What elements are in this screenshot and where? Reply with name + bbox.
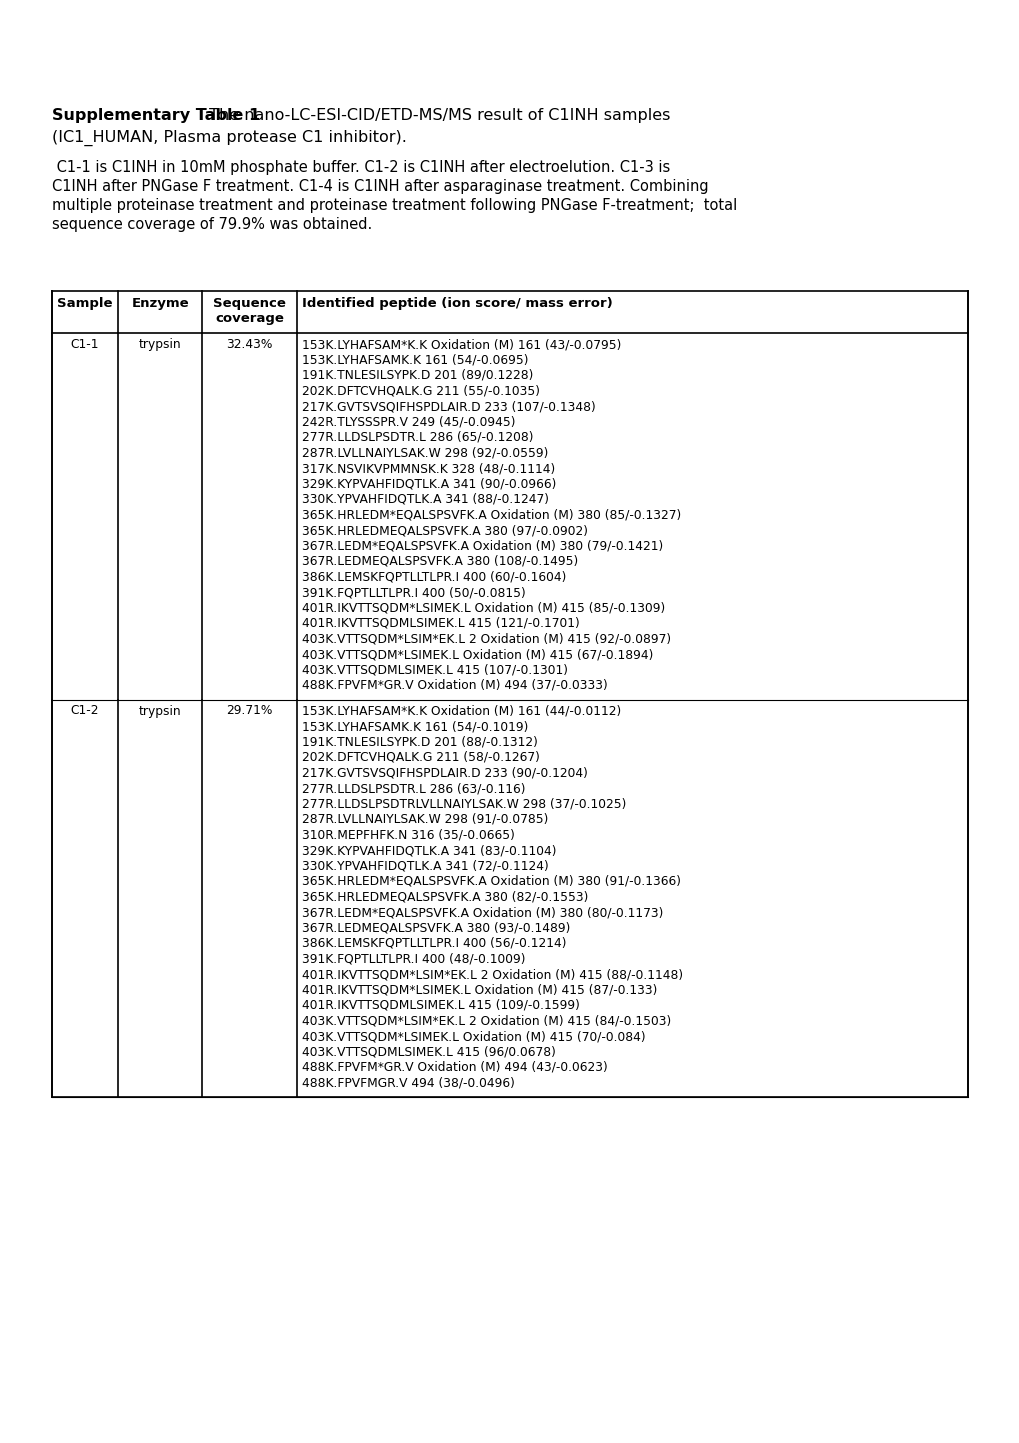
Text: 488K.FPVFM*GR.V Oxidation (M) 494 (43/-0.0623): 488K.FPVFM*GR.V Oxidation (M) 494 (43/-0… bbox=[302, 1061, 606, 1074]
Text: 386K.LEMSKFQPTLLTLPR.I 400 (56/-0.1214): 386K.LEMSKFQPTLLTLPR.I 400 (56/-0.1214) bbox=[302, 937, 566, 949]
Text: C1-1 is C1INH in 10mM phosphate buffer. C1-2 is C1INH after electroelution. C1-3: C1-1 is C1INH in 10mM phosphate buffer. … bbox=[52, 160, 669, 175]
Text: trypsin: trypsin bbox=[139, 338, 181, 351]
Text: 329K.KYPVAHFIDQTLK.A 341 (83/-0.1104): 329K.KYPVAHFIDQTLK.A 341 (83/-0.1104) bbox=[302, 844, 555, 857]
Text: 191K.TNLESILSYPK.D 201 (89/0.1228): 191K.TNLESILSYPK.D 201 (89/0.1228) bbox=[302, 369, 532, 382]
Text: 29.71%: 29.71% bbox=[226, 704, 272, 717]
Text: coverage: coverage bbox=[215, 312, 283, 325]
Text: 242R.TLYSSSPR.V 249 (45/-0.0945): 242R.TLYSSSPR.V 249 (45/-0.0945) bbox=[302, 416, 515, 429]
Text: 488K.FPVFMGR.V 494 (38/-0.0496): 488K.FPVFMGR.V 494 (38/-0.0496) bbox=[302, 1076, 514, 1089]
Text: 401R.IKVTTSQDM*LSIM*EK.L 2 Oxidation (M) 415 (88/-0.1148): 401R.IKVTTSQDM*LSIM*EK.L 2 Oxidation (M)… bbox=[302, 968, 682, 981]
Text: 32.43%: 32.43% bbox=[226, 338, 272, 351]
Text: 367R.LEDMEQALSPSVFK.A 380 (93/-0.1489): 367R.LEDMEQALSPSVFK.A 380 (93/-0.1489) bbox=[302, 922, 570, 935]
Text: C1-1: C1-1 bbox=[70, 338, 99, 351]
Text: 277R.LLDSLPSDTR.L 286 (63/-0.116): 277R.LLDSLPSDTR.L 286 (63/-0.116) bbox=[302, 782, 525, 795]
Text: 202K.DFTCVHQALK.G 211 (58/-0.1267): 202K.DFTCVHQALK.G 211 (58/-0.1267) bbox=[302, 750, 539, 763]
Text: 329K.KYPVAHFIDQTLK.A 341 (90/-0.0966): 329K.KYPVAHFIDQTLK.A 341 (90/-0.0966) bbox=[302, 478, 555, 491]
Text: 391K.FQPTLLTLPR.I 400 (48/-0.1009): 391K.FQPTLLTLPR.I 400 (48/-0.1009) bbox=[302, 952, 525, 965]
Text: 403K.VTTSQDMLSIMEK.L 415 (107/-0.1301): 403K.VTTSQDMLSIMEK.L 415 (107/-0.1301) bbox=[302, 664, 567, 677]
Text: 365K.HRLEDMEQALSPSVFK.A 380 (82/-0.1553): 365K.HRLEDMEQALSPSVFK.A 380 (82/-0.1553) bbox=[302, 890, 587, 903]
Text: Supplementary Table 1: Supplementary Table 1 bbox=[52, 108, 260, 123]
Text: 401R.IKVTTSQDM*LSIMEK.L Oxidation (M) 415 (87/-0.133): 401R.IKVTTSQDM*LSIMEK.L Oxidation (M) 41… bbox=[302, 984, 656, 997]
Text: 403K.VTTSQDM*LSIM*EK.L 2 Oxidation (M) 415 (84/-0.1503): 403K.VTTSQDM*LSIM*EK.L 2 Oxidation (M) 4… bbox=[302, 1014, 671, 1027]
Text: 217K.GVTSVSQIFHSPDLAIR.D 233 (107/-0.1348): 217K.GVTSVSQIFHSPDLAIR.D 233 (107/-0.134… bbox=[302, 400, 595, 413]
Text: 153K.LYHAFSAMK.K 161 (54/-0.0695): 153K.LYHAFSAMK.K 161 (54/-0.0695) bbox=[302, 354, 528, 367]
Text: 391K.FQPTLLTLPR.I 400 (50/-0.0815): 391K.FQPTLLTLPR.I 400 (50/-0.0815) bbox=[302, 586, 525, 599]
Text: 202K.DFTCVHQALK.G 211 (55/-0.1035): 202K.DFTCVHQALK.G 211 (55/-0.1035) bbox=[302, 384, 539, 397]
Text: 317K.NSVIKVPMMNSK.K 328 (48/-0.1114): 317K.NSVIKVPMMNSK.K 328 (48/-0.1114) bbox=[302, 462, 554, 475]
Text: 365K.HRLEDM*EQALSPSVFK.A Oxidation (M) 380 (85/-0.1327): 365K.HRLEDM*EQALSPSVFK.A Oxidation (M) 3… bbox=[302, 508, 680, 521]
Text: C1-2: C1-2 bbox=[70, 704, 99, 717]
Text: 367R.LEDMEQALSPSVFK.A 380 (108/-0.1495): 367R.LEDMEQALSPSVFK.A 380 (108/-0.1495) bbox=[302, 556, 577, 569]
Text: 365K.HRLEDM*EQALSPSVFK.A Oxidation (M) 380 (91/-0.1366): 365K.HRLEDM*EQALSPSVFK.A Oxidation (M) 3… bbox=[302, 874, 680, 887]
Text: 401R.IKVTTSQDMLSIMEK.L 415 (121/-0.1701): 401R.IKVTTSQDMLSIMEK.L 415 (121/-0.1701) bbox=[302, 618, 579, 631]
Text: 153K.LYHAFSAMK.K 161 (54/-0.1019): 153K.LYHAFSAMK.K 161 (54/-0.1019) bbox=[302, 720, 528, 733]
Text: sequence coverage of 79.9% was obtained.: sequence coverage of 79.9% was obtained. bbox=[52, 216, 372, 232]
Text: Sample: Sample bbox=[57, 297, 113, 310]
Text: 287R.LVLLNAIYLSAK.W 298 (92/-0.0559): 287R.LVLLNAIYLSAK.W 298 (92/-0.0559) bbox=[302, 446, 547, 459]
Text: 403K.VTTSQDM*LSIM*EK.L 2 Oxidation (M) 415 (92/-0.0897): 403K.VTTSQDM*LSIM*EK.L 2 Oxidation (M) 4… bbox=[302, 632, 671, 645]
Text: (IC1_HUMAN, Plasma protease C1 inhibitor).: (IC1_HUMAN, Plasma protease C1 inhibitor… bbox=[52, 130, 407, 146]
Text: 403K.VTTSQDM*LSIMEK.L Oxidation (M) 415 (70/-0.084): 403K.VTTSQDM*LSIMEK.L Oxidation (M) 415 … bbox=[302, 1030, 645, 1043]
Text: 153K.LYHAFSAM*K.K Oxidation (M) 161 (43/-0.0795): 153K.LYHAFSAM*K.K Oxidation (M) 161 (43/… bbox=[302, 338, 621, 351]
Text: 217K.GVTSVSQIFHSPDLAIR.D 233 (90/-0.1204): 217K.GVTSVSQIFHSPDLAIR.D 233 (90/-0.1204… bbox=[302, 766, 587, 779]
Text: 367R.LEDM*EQALSPSVFK.A Oxidation (M) 380 (79/-0.1421): 367R.LEDM*EQALSPSVFK.A Oxidation (M) 380… bbox=[302, 540, 662, 553]
Text: trypsin: trypsin bbox=[139, 704, 181, 717]
Text: 367R.LEDM*EQALSPSVFK.A Oxidation (M) 380 (80/-0.1173): 367R.LEDM*EQALSPSVFK.A Oxidation (M) 380… bbox=[302, 906, 662, 919]
Text: 403K.VTTSQDMLSIMEK.L 415 (96/0.0678): 403K.VTTSQDMLSIMEK.L 415 (96/0.0678) bbox=[302, 1046, 555, 1059]
Text: Enzyme: Enzyme bbox=[131, 297, 189, 310]
Text: 277R.LLDSLPSDTRLVLLNAIYLSAK.W 298 (37/-0.1025): 277R.LLDSLPSDTRLVLLNAIYLSAK.W 298 (37/-0… bbox=[302, 798, 626, 811]
Text: C1INH after PNGase F treatment. C1-4 is C1INH after asparaginase treatment. Comb: C1INH after PNGase F treatment. C1-4 is … bbox=[52, 179, 708, 193]
Text: 310R.MEPFHFK.N 316 (35/-0.0665): 310R.MEPFHFK.N 316 (35/-0.0665) bbox=[302, 828, 514, 841]
Text: 488K.FPVFM*GR.V Oxidation (M) 494 (37/-0.0333): 488K.FPVFM*GR.V Oxidation (M) 494 (37/-0… bbox=[302, 680, 606, 693]
Text: multiple proteinase treatment and proteinase treatment following PNGase F-treatm: multiple proteinase treatment and protei… bbox=[52, 198, 737, 214]
Text: 330K.YPVAHFIDQTLK.A 341 (72/-0.1124): 330K.YPVAHFIDQTLK.A 341 (72/-0.1124) bbox=[302, 860, 548, 873]
Text: 403K.VTTSQDM*LSIMEK.L Oxidation (M) 415 (67/-0.1894): 403K.VTTSQDM*LSIMEK.L Oxidation (M) 415 … bbox=[302, 648, 652, 661]
Text: 153K.LYHAFSAM*K.K Oxidation (M) 161 (44/-0.0112): 153K.LYHAFSAM*K.K Oxidation (M) 161 (44/… bbox=[302, 704, 621, 717]
Text: 330K.YPVAHFIDQTLK.A 341 (88/-0.1247): 330K.YPVAHFIDQTLK.A 341 (88/-0.1247) bbox=[302, 494, 548, 506]
Text: The nano-LC-ESI-CID/ETD-MS/MS result of C1INH samples: The nano-LC-ESI-CID/ETD-MS/MS result of … bbox=[204, 108, 669, 123]
Text: 277R.LLDSLPSDTR.L 286 (65/-0.1208): 277R.LLDSLPSDTR.L 286 (65/-0.1208) bbox=[302, 431, 533, 444]
Text: Sequence: Sequence bbox=[213, 297, 285, 310]
Text: Identified peptide (ion score/ mass error): Identified peptide (ion score/ mass erro… bbox=[302, 297, 611, 310]
Text: 401R.IKVTTSQDMLSIMEK.L 415 (109/-0.1599): 401R.IKVTTSQDMLSIMEK.L 415 (109/-0.1599) bbox=[302, 999, 579, 1012]
Text: 287R.LVLLNAIYLSAK.W 298 (91/-0.0785): 287R.LVLLNAIYLSAK.W 298 (91/-0.0785) bbox=[302, 812, 547, 825]
Text: 191K.TNLESILSYPK.D 201 (88/-0.1312): 191K.TNLESILSYPK.D 201 (88/-0.1312) bbox=[302, 736, 537, 749]
Text: 401R.IKVTTSQDM*LSIMEK.L Oxidation (M) 415 (85/-0.1309): 401R.IKVTTSQDM*LSIMEK.L Oxidation (M) 41… bbox=[302, 602, 664, 615]
Text: 365K.HRLEDMEQALSPSVFK.A 380 (97/-0.0902): 365K.HRLEDMEQALSPSVFK.A 380 (97/-0.0902) bbox=[302, 524, 587, 537]
Text: 386K.LEMSKFQPTLLTLPR.I 400 (60/-0.1604): 386K.LEMSKFQPTLLTLPR.I 400 (60/-0.1604) bbox=[302, 570, 566, 583]
